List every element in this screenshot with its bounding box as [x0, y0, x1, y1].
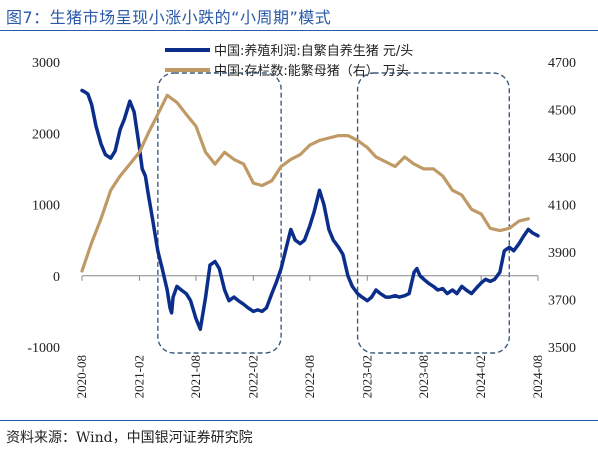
source-note: 资料来源：Wind，中国银河证券研究院 — [6, 430, 253, 446]
left-axis-ticks: 3000 2000 1000 0 -1000 — [27, 56, 60, 356]
highlight-box-2 — [356, 72, 510, 354]
right-tick-label: 4700 — [548, 56, 576, 71]
right-tick-label: 3500 — [548, 341, 576, 356]
right-tick-label: 3700 — [548, 294, 576, 309]
x-tick-label: 2022-08 — [302, 355, 317, 398]
series-line-2 — [80, 93, 530, 273]
legend-label-1: 中国:养殖利润:自繁自养生猪 元/头 — [214, 43, 413, 59]
x-tick-label: 2020-08 — [74, 355, 89, 398]
chart: 3000 2000 1000 0 -1000 4700 4500 4300 4100 3900 3… — [27, 43, 576, 398]
left-tick-label: 1000 — [32, 199, 60, 214]
right-tick-label: 4100 — [548, 199, 576, 214]
right-tick-label: 4500 — [548, 104, 576, 119]
highlight-box-1 — [157, 72, 282, 354]
title-rule — [0, 30, 598, 31]
x-tick-label: 2024-08 — [530, 355, 545, 398]
left-tick-label: 0 — [53, 270, 60, 285]
highlight-boxes — [157, 72, 510, 354]
right-tick-label: 4300 — [548, 151, 576, 166]
x-axis-ticks: 2020-08 2021-02 2021-08 2022-02 2022-08 2023-… — [74, 275, 545, 398]
left-tick-label: 3000 — [32, 56, 60, 71]
x-tick-label: 2021-08 — [188, 355, 203, 398]
source-rule — [0, 420, 598, 421]
x-tick-label: 2023-02 — [359, 355, 374, 398]
figure-title: 图7：生猪市场呈现小涨小跌的“小周期”模式 — [6, 8, 332, 27]
x-tick-label: 2021-02 — [131, 355, 146, 398]
x-tick-label: 2023-08 — [416, 355, 431, 398]
legend-label-2: 中国:存栏数:能繁母猪（右） 万头 — [214, 63, 409, 79]
x-tick-label: 2022-02 — [245, 355, 260, 398]
series-lines — [80, 88, 540, 331]
x-tick-label: 2024-02 — [473, 355, 488, 398]
series-line-1 — [80, 88, 540, 331]
left-tick-label: 2000 — [32, 127, 60, 142]
right-axis-ticks: 4700 4500 4300 4100 3900 3700 3500 — [548, 56, 576, 356]
legend: 中国:养殖利润:自繁自养生猪 元/头中国:存栏数:能繁母猪（右） 万头 — [165, 43, 413, 79]
right-tick-label: 3900 — [548, 246, 576, 261]
left-tick-label: -1000 — [27, 341, 60, 356]
